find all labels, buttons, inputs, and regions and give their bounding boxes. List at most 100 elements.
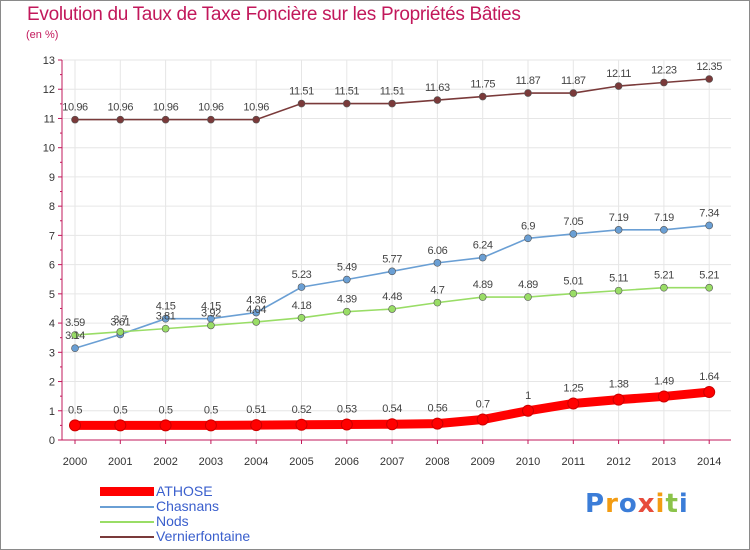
data-label: 1.49 — [654, 375, 674, 387]
data-label: 4.7 — [430, 285, 444, 297]
data-point — [114, 419, 127, 432]
data-point — [524, 89, 532, 97]
data-label: 10.96 — [198, 102, 224, 114]
x-tick-label: 2001 — [108, 456, 132, 468]
data-point — [71, 344, 79, 353]
data-label: 11.63 — [425, 82, 450, 94]
brand-letter: o — [618, 489, 638, 519]
x-tick-label: 2004 — [244, 456, 268, 468]
data-label: 0.56 — [427, 403, 447, 415]
data-label: 4.15 — [201, 301, 221, 313]
data-point — [522, 404, 534, 417]
data-point — [478, 253, 487, 262]
data-point — [567, 397, 580, 410]
data-label: 11.87 — [561, 75, 586, 87]
data-label: 12.23 — [651, 65, 677, 77]
x-tick-label: 2000 — [63, 456, 87, 468]
data-point — [476, 413, 489, 426]
data-point — [433, 298, 442, 307]
data-label: 5.11 — [609, 273, 628, 285]
brand-letter: P — [585, 489, 606, 519]
y-tick-label: 2 — [49, 377, 55, 389]
series-vernierfontaine — [71, 75, 714, 124]
legend-swatch — [100, 535, 154, 538]
data-point — [705, 75, 714, 83]
legend-label: Chasnans — [156, 498, 220, 514]
labels-chasnans: 3.14 3.61 4.15 4.15 4.36 5.23 5.49 5.77 6.06 6.24… — [65, 207, 720, 342]
data-point — [705, 221, 714, 230]
data-label: 10.96 — [153, 102, 179, 114]
data-label: 5.01 — [563, 276, 583, 288]
chart-unit-label: (en %) — [26, 29, 59, 41]
data-label: 0.7 — [476, 399, 490, 411]
brand-letter: r — [605, 489, 619, 519]
x-tick-label: 2002 — [153, 456, 177, 468]
series-athose — [69, 386, 716, 432]
data-label: 5.21 — [654, 270, 674, 282]
data-point — [660, 78, 668, 87]
data-label: 0.53 — [337, 404, 357, 416]
data-label: 11.87 — [516, 75, 541, 87]
legend-swatch — [100, 520, 154, 523]
data-point — [388, 267, 396, 276]
data-point — [614, 286, 623, 295]
y-tick-label: 7 — [49, 230, 55, 242]
data-label: 5.23 — [292, 269, 312, 281]
data-point — [524, 293, 532, 301]
data-label: 1 — [525, 390, 531, 402]
legend-item-athose: ATHOSE — [100, 484, 250, 499]
data-label: 3.92 — [201, 307, 221, 319]
data-point — [252, 308, 261, 317]
y-tick-label: 9 — [49, 172, 55, 184]
data-label: 6.06 — [427, 245, 447, 257]
data-point — [433, 259, 442, 267]
data-point — [252, 318, 261, 326]
brand-letter: x — [637, 489, 656, 519]
data-label: 4.15 — [156, 301, 176, 313]
x-tick-label: 2011 — [561, 456, 585, 468]
chart-title: Evolution du Taux de Taxe Foncière sur l… — [27, 4, 521, 25]
labels-vernierfontaine: 10.96 10.96 10.96 10.96 10.96 11.51 11.51 11.51… — [62, 61, 722, 114]
data-point — [204, 419, 217, 432]
data-point — [161, 314, 170, 323]
x-tick-label: 2009 — [470, 456, 494, 468]
data-label: 11.75 — [470, 79, 495, 91]
x-tick-label: 2006 — [335, 456, 359, 468]
data-label: 0.5 — [159, 404, 173, 416]
legend-label: ATHOSE — [156, 483, 213, 499]
data-label: 12.35 — [696, 61, 722, 73]
data-point — [612, 393, 625, 406]
data-point — [478, 92, 487, 101]
labels-nods: 3.59 3.7 3.81 3.92 4.04 4.18 4.39 4.48 4.7 4.89 4.… — [65, 270, 720, 329]
y-tick-label: 12 — [43, 84, 55, 96]
data-label: 5.49 — [337, 262, 357, 274]
data-point — [431, 417, 444, 430]
brand-letter: i — [678, 489, 689, 519]
data-label: 5.77 — [382, 253, 402, 265]
y-tick-label: 8 — [49, 201, 55, 213]
data-point — [569, 89, 578, 97]
data-point — [340, 418, 353, 431]
x-tick-label: 2005 — [289, 456, 313, 468]
data-point — [478, 293, 487, 301]
data-point — [161, 115, 170, 124]
data-label: 7.19 — [609, 212, 629, 224]
x-tick-label: 2010 — [516, 456, 540, 468]
data-point — [207, 115, 215, 124]
data-label: 4.89 — [473, 279, 493, 291]
data-label: 4.36 — [246, 295, 266, 307]
data-point — [524, 234, 532, 243]
x-tick-label: 2007 — [380, 456, 404, 468]
x-tick-label: 2012 — [606, 456, 630, 468]
data-label: 1.38 — [609, 379, 629, 391]
legend-swatch — [100, 487, 154, 496]
x-tick-label: 2013 — [652, 456, 676, 468]
data-label: 0.54 — [382, 403, 402, 415]
data-point — [297, 283, 306, 291]
data-label: 10.96 — [62, 102, 88, 114]
data-point — [660, 226, 668, 234]
data-label: 7.34 — [699, 207, 719, 219]
y-tick-label: 10 — [43, 143, 55, 155]
data-point — [703, 386, 716, 399]
